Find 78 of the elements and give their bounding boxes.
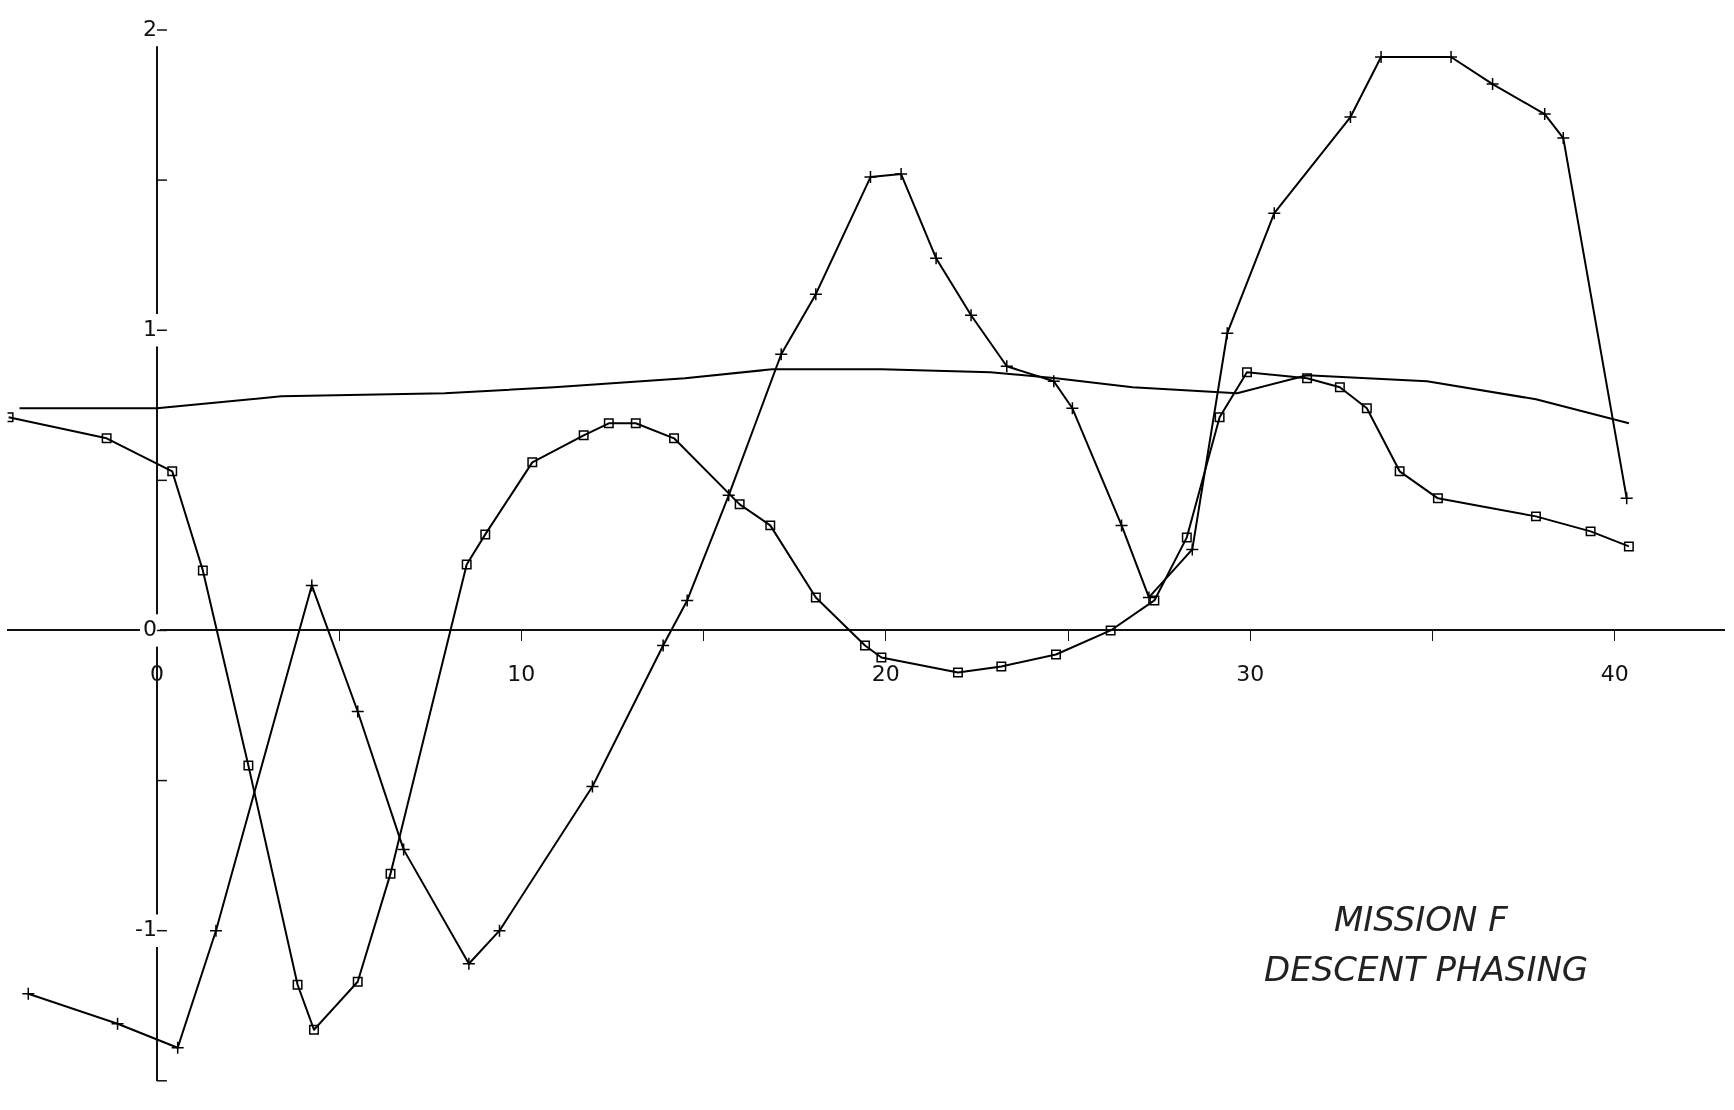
point (527, 457, 538, 468)
point (1065, 401, 1080, 416)
point (964, 308, 978, 322)
point (578, 430, 589, 441)
y-tick-label: 2 (142, 15, 157, 41)
annotation: DESCENT PHASING (1264, 948, 1589, 989)
point (385, 868, 396, 879)
point (952, 667, 963, 678)
point (929, 251, 943, 265)
point (1343, 110, 1358, 124)
point (1619, 491, 1634, 506)
point (209, 923, 223, 938)
y-tick-label: 1 (142, 315, 157, 341)
point (1585, 526, 1596, 537)
point (1623, 541, 1634, 552)
point (309, 1024, 319, 1035)
point (1241, 367, 1252, 378)
point (292, 979, 303, 990)
point (1050, 649, 1061, 660)
point (305, 578, 319, 593)
point (352, 976, 363, 987)
annotation: MISSION F (1334, 898, 1509, 939)
point (876, 652, 887, 663)
y-tick-label: -1 (134, 916, 157, 942)
point (669, 433, 680, 444)
point (809, 287, 823, 301)
point (167, 466, 178, 477)
point (197, 565, 208, 576)
x-tick-label: 10 (507, 661, 536, 687)
point (630, 418, 641, 429)
point (1220, 326, 1235, 340)
point (1267, 206, 1282, 220)
point (1556, 131, 1571, 145)
point (1432, 493, 1443, 504)
point (1114, 518, 1129, 533)
point (396, 842, 411, 857)
point (170, 1041, 185, 1055)
point (1361, 403, 1372, 414)
point (243, 760, 254, 771)
point (1302, 373, 1313, 384)
point (1181, 532, 1192, 543)
y-tick-label: 0 (142, 616, 157, 642)
x-tick-label: 30 (1236, 661, 1265, 687)
x-tick-label: 20 (871, 661, 900, 687)
x-tick-label: 40 (1600, 661, 1629, 687)
point (1149, 595, 1160, 606)
point (996, 661, 1007, 672)
point (1142, 590, 1156, 605)
point (1185, 542, 1200, 557)
point (810, 592, 821, 603)
point (461, 559, 472, 570)
point (350, 704, 365, 719)
point (101, 433, 112, 444)
point (1394, 466, 1405, 477)
point (774, 347, 788, 361)
point (1334, 382, 1345, 393)
point (721, 488, 736, 503)
point (1214, 412, 1225, 423)
point (894, 167, 908, 181)
point (21, 986, 36, 1001)
point (1000, 359, 1014, 374)
point (860, 640, 871, 651)
point (1537, 107, 1552, 121)
point (765, 520, 776, 531)
point (1105, 625, 1116, 636)
point (656, 638, 670, 653)
point (734, 499, 745, 510)
point (492, 923, 507, 938)
point (1530, 511, 1541, 522)
point (863, 170, 878, 184)
point (462, 956, 476, 971)
point (1047, 374, 1061, 389)
point (480, 529, 491, 540)
point (680, 593, 694, 608)
point (603, 418, 614, 429)
point (110, 1017, 125, 1031)
point (1485, 77, 1500, 91)
point (585, 779, 600, 794)
